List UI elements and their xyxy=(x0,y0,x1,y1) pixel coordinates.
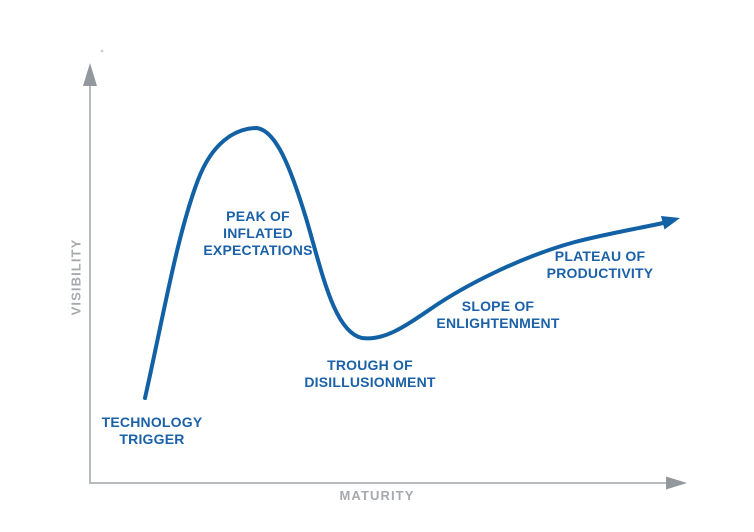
stage-label-line: PRODUCTIVITY xyxy=(546,265,654,281)
x-axis-arrowhead-icon xyxy=(666,476,687,490)
stage-label-line: PEAK OF xyxy=(226,208,290,224)
stage-label-slope-of-enlightenment: SLOPE OF ENLIGHTENMENT xyxy=(436,298,559,332)
stage-label-line: DISILLUSIONMENT xyxy=(304,374,436,390)
stage-label-plateau-of-productivity: PLATEAU OF PRODUCTIVITY xyxy=(547,248,654,282)
stage-label-peak-of-inflated-expectations: PEAK OF INFLATED EXPECTATIONS xyxy=(203,208,312,259)
curve-arrowhead-icon xyxy=(661,216,680,230)
stage-label-line: EXPECTATIONS xyxy=(203,242,313,258)
stage-label-line: TRIGGER xyxy=(119,431,185,447)
stage-label-technology-trigger: TECHNOLOGY TRIGGER xyxy=(102,414,203,448)
stage-label-line: TROUGH OF xyxy=(327,357,413,373)
stray-mark xyxy=(100,49,104,53)
stage-label-line: INFLATED xyxy=(223,225,293,241)
stage-label-line: SLOPE OF xyxy=(461,298,535,314)
y-axis-label: VISIBILITY xyxy=(68,238,84,316)
hype-curve xyxy=(143,126,665,400)
x-axis-label: MATURITY xyxy=(339,488,415,503)
stage-label-line: ENLIGHTENMENT xyxy=(436,315,560,331)
y-axis-arrowhead-icon xyxy=(83,63,97,86)
stage-label-trough-of-disillusionment: TROUGH OF DISILLUSIONMENT xyxy=(304,357,435,391)
stage-label-line: TECHNOLOGY xyxy=(101,414,203,430)
stage-label-line: PLATEAU OF xyxy=(554,248,646,264)
